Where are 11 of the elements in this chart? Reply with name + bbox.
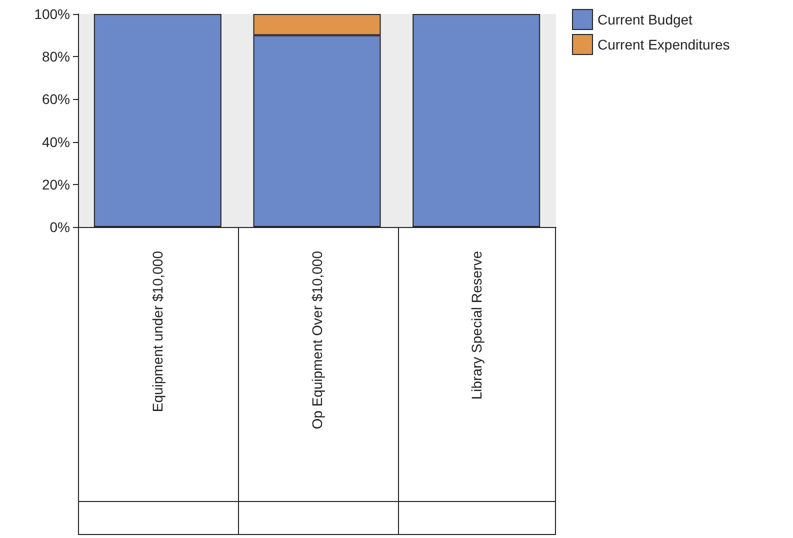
y-tick-label: 0% [50,219,70,235]
y-tick-label: 20% [42,176,70,192]
legend-label: Current Expenditures [598,36,730,52]
legend-label: Current Budget [598,12,693,28]
x-tick-label: Library Special Reserve [468,250,484,400]
x-tick-label: Op Equipment Over $10,000 [309,250,325,430]
y-tick-label: 80% [42,48,70,65]
x-tick-label: Equipment under $10,000 [150,250,166,412]
y-tick-label: 100% [34,6,70,22]
y-tick-label: 40% [42,134,70,150]
y-tick-label: 60% [42,91,70,108]
